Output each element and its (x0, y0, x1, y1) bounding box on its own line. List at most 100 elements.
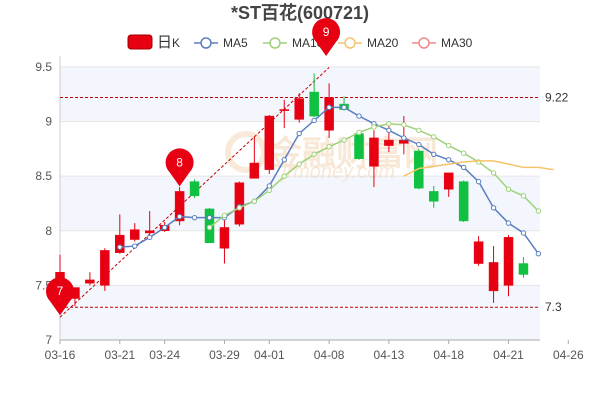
candle-body (294, 98, 304, 120)
y-axis: 77.588.599.5 (35, 60, 52, 347)
ma-point-ma10 (505, 186, 512, 192)
candle-body (264, 115, 275, 170)
ma-point-ma5 (132, 243, 138, 249)
ma-point-ma5 (191, 214, 198, 221)
legend-label: MA5 (223, 36, 248, 50)
y-tick-label: 9 (45, 115, 52, 129)
candle (219, 217, 230, 264)
candle (429, 185, 439, 208)
candle (279, 99, 289, 129)
candle-body (144, 230, 155, 234)
candle-body (443, 172, 454, 190)
candle-body (130, 229, 140, 240)
ref-line-label: 7.3 (545, 300, 562, 314)
x-tick-label: 03-16 (45, 348, 76, 362)
ma-point-ma10 (281, 173, 287, 179)
ma-point-ma10 (446, 142, 452, 149)
ma-point-ma5 (206, 214, 213, 221)
ma-point-ma10 (371, 124, 377, 130)
candle (189, 179, 200, 198)
marker-pin-shape (312, 18, 341, 57)
x-tick-label: 03-21 (104, 348, 135, 362)
candle-body (174, 191, 185, 222)
ma-point-ma5 (296, 130, 302, 137)
candle (369, 130, 379, 188)
ma-point-ma10 (535, 208, 542, 214)
y-tick-label: 8 (45, 224, 52, 238)
ma-point-ma10 (520, 193, 527, 199)
candle-body (369, 137, 379, 167)
chart-title: *ST百花(600721) (231, 2, 369, 23)
marker-pin: 7 (45, 277, 74, 316)
ma-point-ma5 (401, 135, 407, 141)
ma-point-ma10 (431, 134, 437, 140)
candle (130, 223, 140, 242)
candle-body (234, 182, 245, 225)
ma-point-ma10 (266, 187, 272, 194)
ma-point-ma10 (311, 151, 317, 158)
legend-label: MA30 (441, 36, 473, 50)
candle (354, 132, 364, 160)
candle-body (354, 133, 364, 159)
legend: 日K MA5 MA10 MA20 MA30 (127, 33, 473, 51)
candle-body (189, 181, 200, 197)
ma-point-ma10 (251, 198, 258, 204)
ma-point-ma5 (176, 213, 183, 220)
candle-body (473, 241, 484, 264)
ma-point-ma10 (236, 205, 243, 211)
ma-point-ma5 (520, 230, 527, 236)
watermark-logo (225, 131, 267, 173)
legend-item-ma30: MA30 (412, 36, 473, 50)
legend-item-ma5: MA5 (194, 36, 248, 50)
ma-point-ma10 (341, 137, 347, 143)
ma-point-ma5 (446, 157, 452, 163)
ma-point-ma10 (326, 143, 332, 150)
ma-point-ma5 (341, 104, 347, 111)
ma-point-ma5 (147, 234, 153, 241)
candle-body (414, 150, 424, 189)
candle-body (219, 227, 230, 249)
ma-point-ma5 (505, 220, 512, 226)
candle (264, 114, 275, 174)
x-tick-label: 04-01 (254, 348, 285, 362)
candle (324, 83, 334, 138)
candle-body (249, 162, 260, 179)
ma-point-ma10 (206, 224, 213, 231)
ma-point-ma5 (535, 251, 542, 257)
ma-line-ma20 (403, 160, 554, 177)
ma-point-ma5 (326, 104, 332, 111)
ma-point-ma5 (311, 117, 317, 124)
moving-average-lines (117, 104, 554, 257)
watermark-subtext: jrmoney.com (279, 161, 395, 183)
candle (294, 93, 304, 123)
ma-point-ma5 (117, 244, 123, 250)
ma-point-ma5 (356, 113, 362, 119)
x-axis: 03-16 03-21 03-24 03-29 04-01 04-08 04-13 04-18… (45, 340, 584, 362)
ma-point-ma10 (401, 122, 407, 128)
candle-body (488, 262, 499, 292)
candle (518, 256, 529, 278)
x-tick-label: 04-08 (314, 348, 345, 362)
ma-point-ma5 (266, 183, 272, 189)
ma-point-ma10 (356, 129, 362, 136)
candle-body (518, 263, 529, 275)
ma-point-ma5 (475, 178, 482, 185)
marker-pin: 9 (312, 18, 341, 57)
ma-point-ma5 (386, 127, 392, 133)
marker-pin-shape (165, 148, 194, 187)
x-tick-label: 03-29 (209, 348, 240, 362)
ma-point-ma10 (296, 161, 302, 167)
marker-pin-shape (45, 277, 74, 316)
candle-body (309, 91, 319, 117)
marker-pin-label: 8 (176, 155, 183, 169)
ma-point-ma10 (386, 121, 392, 127)
candle (458, 180, 469, 223)
x-tick-label: 04-26 (553, 348, 584, 362)
y-tick-label: 7 (45, 333, 52, 347)
marker-pin-label: 7 (57, 284, 64, 298)
candle (443, 172, 454, 197)
ref-line-label: 9.22 (545, 91, 569, 105)
candle (503, 235, 514, 297)
candle (234, 181, 245, 227)
